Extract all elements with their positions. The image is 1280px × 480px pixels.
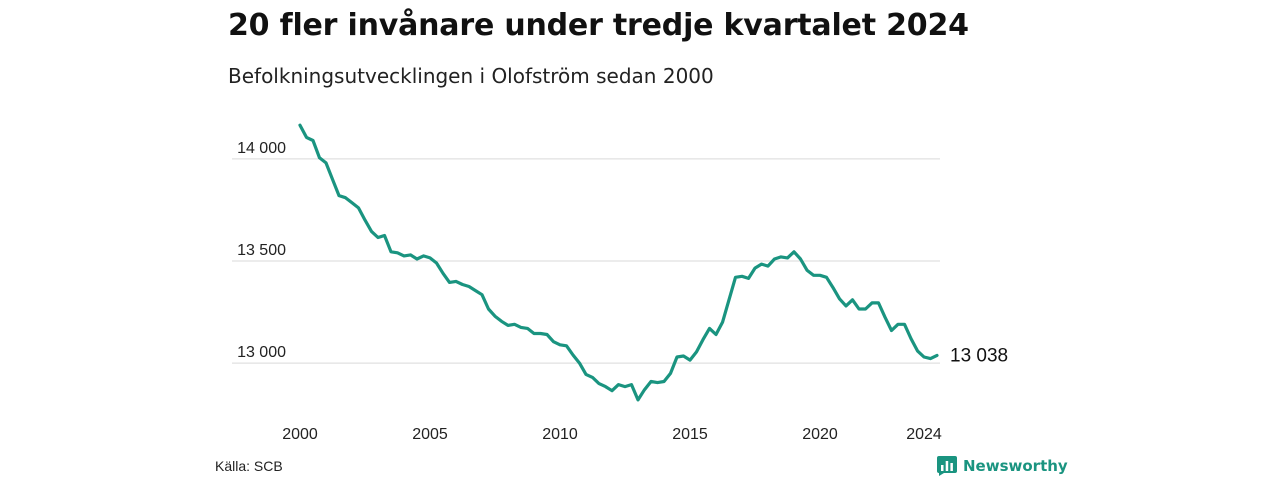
newsworthy-logo-icon	[937, 456, 957, 476]
y-tick-label: 13 000	[237, 344, 286, 361]
chart-title: 20 fler invånare under tredje kvartalet …	[228, 8, 969, 43]
brand[interactable]: Newsworthy	[937, 456, 1068, 476]
x-tick-label: 2020	[802, 426, 838, 443]
end-value-label: 13 038	[950, 345, 1008, 366]
y-tick-label: 14 000	[237, 140, 286, 157]
brand-name: Newsworthy	[963, 457, 1068, 475]
y-axis-ticks: 13 000 13 500 14 000	[237, 140, 286, 361]
chart-subtitle: Befolkningsutvecklingen i Olofström seda…	[228, 64, 714, 88]
x-tick-label: 2000	[282, 426, 318, 443]
x-tick-label: 2010	[542, 426, 578, 443]
x-tick-label: 2005	[412, 426, 448, 443]
gridlines	[232, 158, 940, 364]
population-line	[298, 123, 939, 402]
y-tick-label: 13 500	[237, 242, 286, 259]
x-tick-label: 2015	[672, 426, 708, 443]
x-axis-ticks: 2000 2005 2010 2015 2020 2024	[282, 426, 942, 443]
source-note: Källa: SCB	[215, 458, 283, 474]
x-tick-label: 2024	[906, 426, 942, 443]
